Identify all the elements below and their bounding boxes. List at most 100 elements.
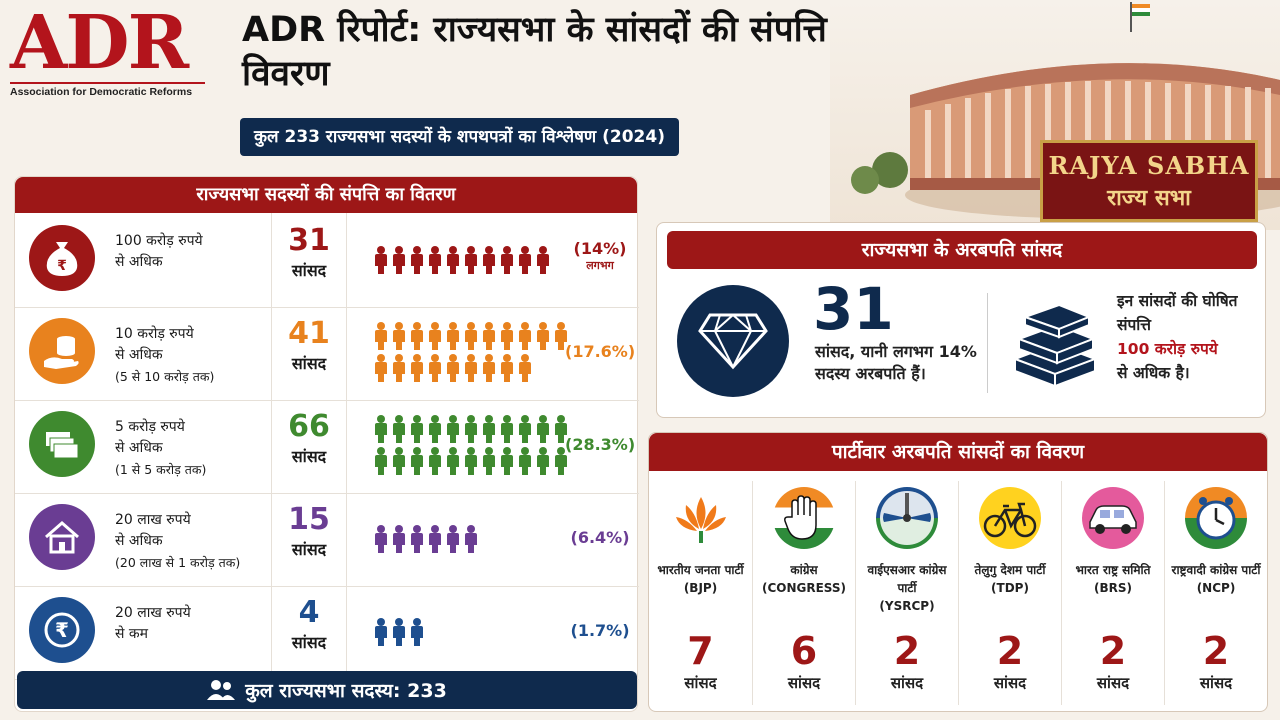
- bicycle-icon: [979, 487, 1041, 549]
- range-line-3: (1 से 5 करोड़ तक): [115, 462, 207, 477]
- distribution-heading: राज्यसभा सदस्यों की संपत्ति का वितरण: [15, 177, 637, 213]
- range-line-1: 20 लाख रुपये: [115, 512, 191, 528]
- party-name: भारतीय जनता पार्टी (BJP): [649, 561, 752, 619]
- member-count: 15 सांसद: [271, 492, 347, 586]
- house-icon: [29, 504, 95, 570]
- asset-row: 10 करोड़ रुपये से अधिक (5 से 10 करोड़ तक) 4…: [15, 306, 639, 401]
- people-pictogram: [375, 415, 567, 475]
- member-count: 31 सांसद: [271, 213, 347, 307]
- party-full-name: भारतीय जनता पार्टी: [657, 563, 744, 577]
- billionaire-heading: राज्यसभा के अरबपति सांसद: [667, 231, 1257, 269]
- party-name: भारत राष्ट्र समिति (BRS): [1062, 561, 1164, 619]
- asset-range-label: 20 लाख रुपये से अधिक (20 लाख से 1 करोड़ तक…: [115, 510, 275, 574]
- people-pictogram: [375, 322, 567, 382]
- percentage-value: (28.3%): [565, 435, 636, 454]
- party-count-unit: सांसद: [993, 674, 1027, 692]
- member-count-unit: सांसद: [291, 633, 327, 652]
- logo-text: ADR: [10, 0, 189, 86]
- note-line-1: इन सांसदों की घोषित संपत्ति: [1117, 292, 1238, 334]
- asset-range-label: 10 करोड़ रुपये से अधिक (5 से 10 करोड़ तक): [115, 324, 275, 388]
- range-line-2: से अधिक: [115, 440, 163, 456]
- coins-hand-icon: [29, 318, 95, 384]
- percentage: (17.6%): [565, 306, 635, 400]
- adr-logo: ADR Association for Democratic Reforms: [10, 6, 220, 106]
- range-line-1: 100 करोड़ रुपये: [115, 233, 203, 249]
- car-icon: [1082, 487, 1144, 549]
- percentage-value: (6.4%): [570, 528, 630, 547]
- party-column: तेलुगु देशम पार्टी (TDP) 2 सांसद: [958, 481, 1061, 705]
- badge-hindi: राज्य सभा: [1107, 185, 1191, 211]
- range-line-1: 5 करोड़ रुपये: [115, 419, 185, 435]
- party-name: तेलुगु देशम पार्टी (TDP): [959, 561, 1061, 619]
- people-pictogram: [375, 525, 477, 553]
- svg-text:₹: ₹: [55, 618, 69, 642]
- party-count-unit: सांसद: [1096, 674, 1130, 692]
- party-column: कांग्रेस (CONGRESS) 6 सांसद: [752, 481, 855, 705]
- svg-text:₹: ₹: [57, 258, 67, 274]
- party-name: राष्ट्रवादी कांग्रेस पार्टी (NCP): [1165, 561, 1267, 619]
- party-abbreviation: (BJP): [683, 581, 718, 595]
- percentage-value: (17.6%): [565, 342, 636, 361]
- asset-row: ₹20 लाख रुपये से कम 4 सांसद (1.7%): [15, 585, 639, 680]
- member-count-unit: सांसद: [291, 354, 327, 373]
- party-name: वाईएसआर कांग्रेस पार्टी (YSRCP): [856, 561, 958, 619]
- billionaire-assets-note: इन सांसदों की घोषित संपत्ति 100 करोड़ रु…: [1117, 289, 1262, 385]
- hand-icon: [773, 487, 835, 549]
- party-wise-panel: पार्टीवार अरबपति सांसदों का विवरण भारतीय…: [648, 432, 1268, 712]
- fan-icon: [876, 487, 938, 549]
- party-abbreviation: (YSRCP): [879, 599, 935, 613]
- divider: [987, 293, 988, 393]
- party-count-unit: सांसद: [684, 674, 717, 692]
- asset-row: 20 लाख रुपये से अधिक (20 लाख से 1 करोड़ तक…: [15, 492, 639, 587]
- percentage-note: लगभग: [586, 259, 614, 272]
- people-group-icon: [207, 680, 236, 700]
- logo-subtitle: Association for Democratic Reforms: [10, 82, 205, 98]
- percentage: (14%) लगभग: [565, 213, 635, 307]
- member-count: 4 सांसद: [271, 585, 347, 679]
- party-column: भारतीय जनता पार्टी (BJP) 7 सांसद: [649, 481, 752, 705]
- party-name: कांग्रेस (CONGRESS): [753, 561, 855, 619]
- range-line-2: से अधिक: [115, 254, 163, 270]
- party-full-name: भारत राष्ट्र समिति: [1075, 563, 1151, 577]
- party-count-unit: सांसद: [1199, 674, 1233, 692]
- party-full-name: राष्ट्रवादी कांग्रेस पार्टी: [1171, 563, 1261, 577]
- range-line-3: (5 से 10 करोड़ तक): [115, 369, 215, 384]
- party-full-name: कांग्रेस: [790, 563, 818, 577]
- money-bag-icon: ₹: [29, 225, 95, 291]
- party-column: राष्ट्रवादी कांग्रेस पार्टी (NCP) 2 सांसद: [1164, 481, 1267, 705]
- range-line-3: (20 लाख से 1 करोड़ तक): [115, 555, 241, 570]
- money-stack-icon: [1012, 303, 1098, 388]
- member-count-number: 41: [288, 316, 330, 351]
- member-count: 41 सांसद: [271, 306, 347, 400]
- clock-icon: [1185, 487, 1247, 549]
- percentage: (28.3%): [565, 399, 635, 493]
- party-abbreviation: (BRS): [1094, 581, 1132, 595]
- party-count-unit: सांसद: [890, 674, 924, 692]
- party-count: 2: [996, 629, 1024, 673]
- note-line-2: से अधिक है।: [1117, 364, 1190, 382]
- member-count-unit: सांसद: [291, 261, 327, 280]
- asset-range-label: 5 करोड़ रुपये से अधिक (1 से 5 करोड़ तक): [115, 417, 275, 481]
- party-count: 6: [790, 629, 818, 673]
- badge-english: RAJYA SABHA: [1048, 151, 1250, 180]
- party-abbreviation: (NCP): [1196, 581, 1236, 595]
- percentage: (6.4%): [565, 492, 635, 586]
- party-column: भारत राष्ट्र समिति (BRS) 2 सांसद: [1061, 481, 1164, 705]
- rajya-sabha-badge: RAJYA SABHA राज्य सभा: [1040, 140, 1258, 222]
- asset-distribution-panel: राज्यसभा सदस्यों की संपत्ति का वितरण ₹10…: [14, 176, 639, 712]
- member-count-unit: सांसद: [291, 540, 327, 559]
- asset-row: ₹100 करोड़ रुपये से अधिक 31 सांसद (14%) लगभग: [15, 213, 639, 308]
- party-count: 2: [1202, 629, 1230, 673]
- range-line-2: से कम: [115, 626, 149, 642]
- party-count: 7: [687, 629, 714, 673]
- party-count: 2: [1099, 629, 1127, 673]
- percentage: (1.7%): [565, 585, 635, 679]
- party-abbreviation: (TDP): [991, 581, 1029, 595]
- asset-range-label: 100 करोड़ रुपये से अधिक: [115, 231, 275, 273]
- member-count-unit: सांसद: [291, 447, 327, 466]
- billionaire-count: 31: [813, 275, 894, 343]
- party-heading: पार्टीवार अरबपति सांसदों का विवरण: [649, 433, 1267, 471]
- party-full-name: तेलुगु देशम पार्टी: [974, 563, 1046, 577]
- asset-row: 5 करोड़ रुपये से अधिक (1 से 5 करोड़ तक) 66 स…: [15, 399, 639, 494]
- member-count-number: 31: [288, 223, 330, 258]
